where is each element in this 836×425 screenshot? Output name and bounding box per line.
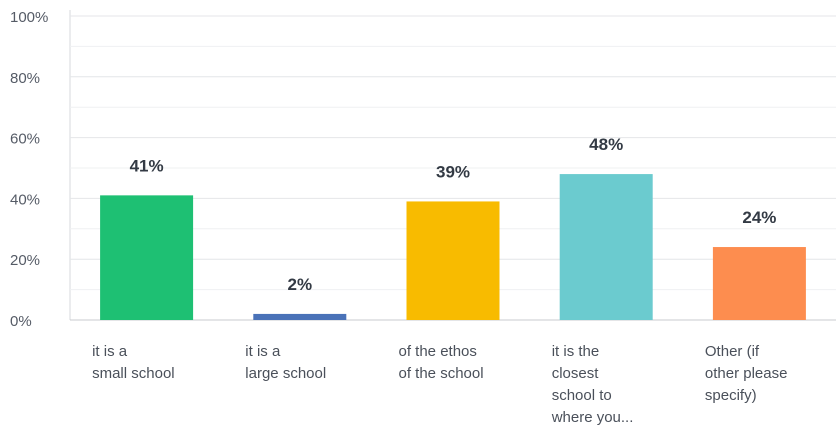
category-label-line: of the ethos (399, 343, 477, 360)
category-label-line: it is a (245, 343, 281, 360)
bars (100, 174, 806, 320)
y-tick-label: 0% (10, 313, 32, 330)
category-label: it is a small school (92, 343, 175, 382)
bar (100, 195, 194, 320)
category-label-line: of the school (399, 365, 484, 382)
category-labels: it is a small school it is a large school of… (92, 343, 787, 425)
y-tick-label: 100% (10, 9, 48, 26)
category-label-line: closest (552, 365, 600, 382)
y-tick-label: 60% (10, 131, 40, 148)
category-label-line: school to (552, 387, 612, 404)
y-tick-label: 40% (10, 191, 40, 208)
bar (406, 201, 500, 320)
y-axis: 0% 20% 40% 60% 80% 100% (10, 9, 48, 330)
category-label: of the ethos of the school (399, 343, 484, 382)
data-label: 39% (436, 162, 470, 181)
category-label-line: small school (92, 365, 175, 382)
data-label: 48% (589, 135, 623, 154)
y-tick-label: 20% (10, 252, 40, 269)
data-label: 2% (288, 275, 313, 294)
category-label-line: Other (if (705, 343, 760, 360)
bar (253, 313, 347, 320)
y-tick-label: 80% (10, 70, 40, 87)
category-label: it is a large school (245, 343, 326, 382)
category-label-line: other please (705, 365, 788, 382)
data-label: 41% (130, 156, 164, 175)
category-label: it is the closest school to where you... (551, 343, 634, 425)
category-label-line: it is a (92, 343, 128, 360)
category-label-line: specify) (705, 387, 757, 404)
category-label-line: large school (245, 365, 326, 382)
category-label: Other (if other please specify) (705, 343, 788, 404)
data-label: 24% (742, 208, 776, 227)
category-label-line: where you... (551, 409, 634, 425)
data-labels: 41% 2% 39% 48% 24% (130, 135, 777, 294)
bar (712, 247, 806, 320)
category-label-line: it is the (552, 343, 600, 360)
bar (559, 174, 653, 320)
